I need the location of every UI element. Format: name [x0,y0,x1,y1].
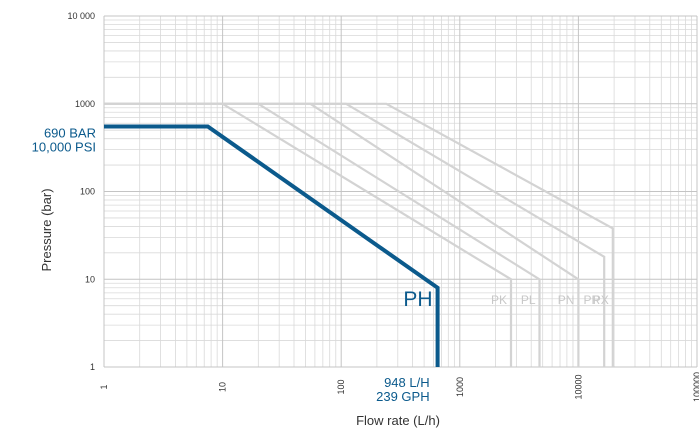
x-tick-label: 1 [99,384,109,389]
y-tick-label: 10 [85,274,95,284]
series-label-pr: PR [584,293,601,307]
series-line-pl [104,102,541,367]
max-flow-label: 239 GPH [376,389,429,404]
max-pressure-label: 690 BAR [44,126,96,141]
series-label-pk: PK [491,293,507,307]
y-tick-label: 1 [90,362,95,372]
series-line-pk [104,102,513,367]
series-line-ph [104,124,440,367]
max-pressure-label: 10,000 PSI [32,140,96,155]
series-label-px: PX [593,293,609,307]
y-tick-label: 10 000 [67,11,95,21]
max-flow-label: 948 L/H [384,375,430,390]
x-tick-label: 10 [218,382,228,392]
x-tick-label: 10000 [573,374,583,399]
y-axis-title: Pressure (bar) [39,188,54,271]
y-tick-label: 1000 [75,99,95,109]
y-tick-label: 100 [80,187,95,197]
x-tick-label: 100000 [692,372,699,402]
x-tick-label: 100 [336,379,346,394]
series-layer [104,102,614,367]
highlight-layer [104,124,440,367]
series-label-pn: PN [558,293,575,307]
series-line-pr [104,102,606,367]
series-label-pl: PL [521,293,536,307]
series-line-px [104,102,614,367]
series-label-ph: PH [403,288,432,311]
x-tick-label: 1000 [455,377,465,397]
x-axis-title: Flow rate (L/h) [356,413,440,428]
tick-labels: 1 10 100 1000 10 000 1 10 100 1000 10000 100000 [67,11,699,402]
